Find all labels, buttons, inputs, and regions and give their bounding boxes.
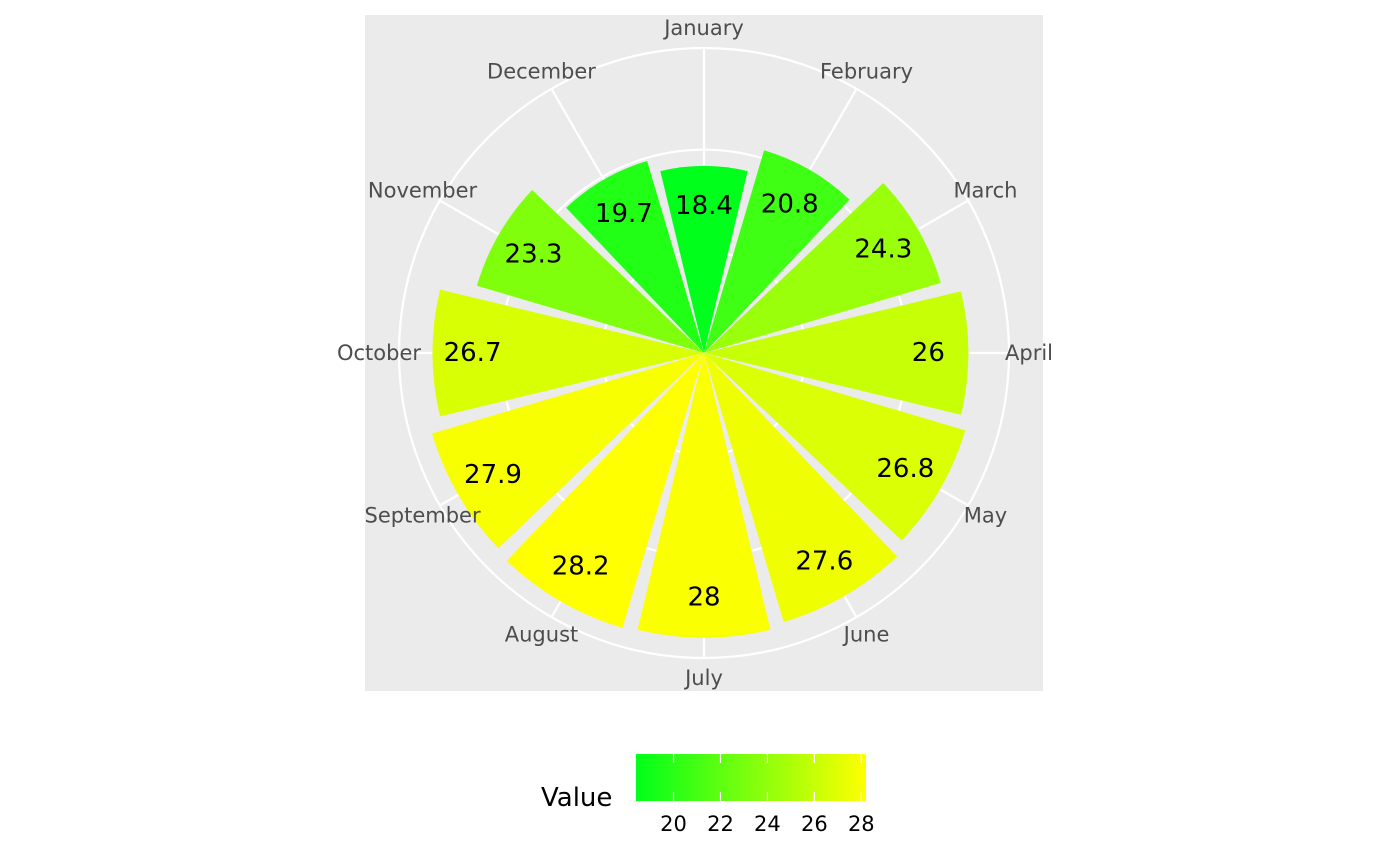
legend-tick-label: 24 <box>754 812 781 836</box>
month-label: August <box>505 622 579 646</box>
bar-value-label: 26.8 <box>876 454 934 484</box>
bar-value-label: 27.6 <box>795 546 853 576</box>
bar-may <box>704 353 966 541</box>
legend-tick-label: 26 <box>801 812 828 836</box>
legend-tick-label: 22 <box>707 812 734 836</box>
bar-june <box>704 353 898 623</box>
bar-august <box>506 353 704 628</box>
legend-title: Value <box>541 783 612 813</box>
legend-tick-label: 28 <box>848 812 875 836</box>
bar-february <box>704 150 850 353</box>
month-label: June <box>842 622 890 646</box>
bar-value-label: 19.7 <box>595 199 653 229</box>
bar-value-label: 28 <box>687 583 720 613</box>
bar-value-label: 26.7 <box>444 338 502 368</box>
bar-value-label: 28.2 <box>552 552 610 582</box>
bar-value-label: 20.8 <box>761 190 819 220</box>
legend-colorbar <box>636 754 866 801</box>
month-label: April <box>1005 341 1053 365</box>
month-label: October <box>337 341 421 365</box>
bar-value-label: 24.3 <box>854 234 912 264</box>
month-label: September <box>365 504 481 528</box>
month-label: December <box>487 60 596 84</box>
bar-november <box>476 189 704 353</box>
month-label: November <box>368 179 478 203</box>
bar-september <box>432 353 704 549</box>
bars-layer <box>432 150 969 638</box>
month-label: May <box>964 504 1007 528</box>
bar-october <box>432 289 704 417</box>
bar-labels-layer: 18.4 20.8 24.3 26 26.8 27.6 28 28.2 27.9 26.7 23.3… <box>444 190 945 613</box>
bar-april <box>704 291 969 415</box>
legend-ticks: 20 22 24 26 28 <box>660 754 875 836</box>
bar-march <box>704 182 941 353</box>
bar-july <box>637 353 771 638</box>
bar-january <box>660 165 748 353</box>
bar-value-label: 23.3 <box>505 240 563 270</box>
legend-tick-label: 20 <box>660 812 687 836</box>
color-legend: Value 20 22 24 26 28 <box>541 754 875 836</box>
bar-december <box>566 160 704 353</box>
month-labels-layer: January February March April May June July Augu… <box>337 16 1053 690</box>
month-label: February <box>820 60 913 84</box>
bar-value-label: 27.9 <box>464 460 522 490</box>
month-label: March <box>953 179 1017 203</box>
bar-value-label: 18.4 <box>675 191 733 221</box>
month-label: January <box>662 16 744 40</box>
bar-value-label: 26 <box>912 338 945 368</box>
month-label: July <box>683 666 723 690</box>
